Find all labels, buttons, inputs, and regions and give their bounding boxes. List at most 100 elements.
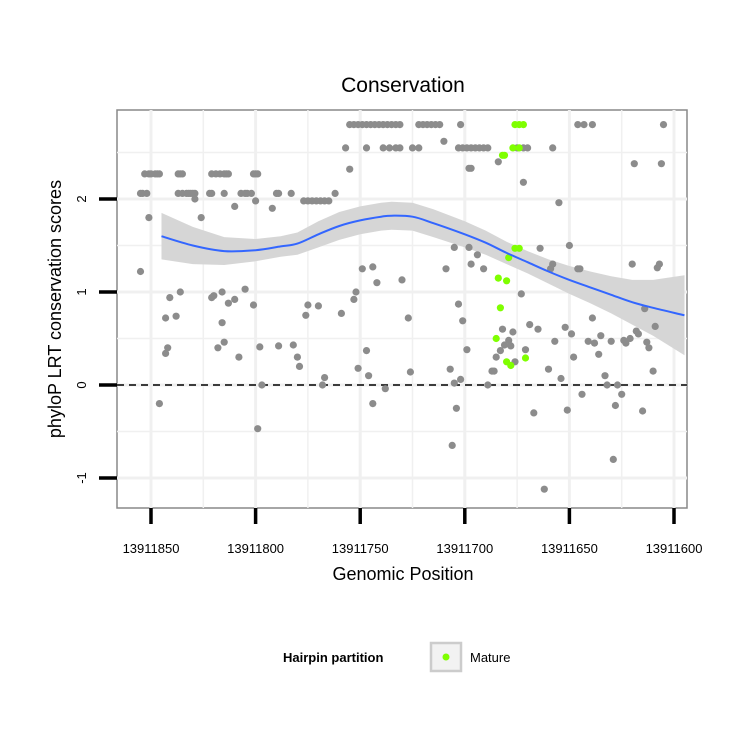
data-point [446,365,454,373]
data-point [275,342,283,350]
data-point [396,121,404,129]
data-point [365,372,373,380]
data-point [406,368,414,376]
data-point [496,347,504,355]
data-point [314,302,322,310]
data-point [565,241,574,250]
data-point [408,144,417,152]
data-point [467,164,475,172]
data-point [208,189,216,197]
data-point [155,400,163,408]
data-point [450,379,458,387]
data-point [373,279,381,287]
data-point [557,374,565,383]
data-point [498,325,507,333]
data-point [166,294,174,302]
data-point [588,314,597,322]
data-point [354,364,362,372]
mature-point [503,277,511,285]
data-point [595,350,603,358]
data-point [540,485,548,493]
data-point [574,121,582,129]
data-point [611,401,620,410]
data-point [293,353,301,361]
data-point [505,336,513,344]
data-point [634,330,643,338]
data-point [530,409,538,417]
y-tick-label: 0 [74,381,89,388]
data-point [442,265,450,273]
data-point [304,301,312,309]
mature-point [519,121,528,129]
y-tick-label: 1 [74,288,89,295]
data-point [492,353,500,361]
y-tick-label: -1 [74,472,89,484]
data-point [231,295,239,303]
data-point [448,441,456,449]
data-point [536,244,544,252]
data-point [218,319,226,327]
data-point [256,343,264,351]
data-point [484,144,492,152]
data-point [224,299,232,307]
data-point [524,144,532,152]
data-point [136,267,145,276]
data-point [172,312,180,320]
data-point [576,265,584,273]
data-point [473,251,481,259]
data-point [659,121,668,129]
data-point [452,404,460,412]
data-point [396,144,404,152]
data-point [318,381,327,389]
data-point [454,300,463,308]
mature-point [515,144,523,152]
data-point [440,137,448,145]
data-point [358,265,366,273]
data-point [224,170,232,178]
data-point [231,202,239,210]
data-point [258,381,266,389]
data-point [657,160,666,168]
data-point [651,322,659,330]
x-axis-title: Genomic Position [332,564,473,584]
data-point [639,407,647,415]
data-point [362,347,371,355]
data-point [467,260,475,268]
mature-point [500,151,509,159]
data-point [252,197,260,205]
data-point [342,144,350,152]
data-point [350,295,358,303]
data-point [197,214,205,222]
mature-point [521,354,530,362]
data-point [321,374,329,382]
data-point [325,197,333,205]
data-point [457,375,465,383]
data-point [484,381,492,389]
data-point [597,332,605,340]
data-point [561,323,569,331]
data-point [436,121,444,129]
data-point [655,260,664,268]
data-point [494,158,502,166]
data-point [191,195,199,203]
data-point [218,288,226,296]
chart-title: Conservation [341,74,465,97]
data-point [237,189,245,197]
data-point [352,288,360,296]
data-point [480,265,488,273]
data-point [544,365,553,373]
data-point [618,390,626,398]
data-point [465,243,473,251]
data-point [176,288,184,296]
mature-point [496,304,504,312]
data-point [241,285,249,293]
data-point [235,353,243,361]
legend-swatch-mature [442,653,450,661]
trend-line [161,214,685,317]
data-point [555,199,563,207]
mature-point [494,274,502,282]
data-point [570,353,578,361]
data-point [463,346,471,354]
data-point [622,339,630,347]
